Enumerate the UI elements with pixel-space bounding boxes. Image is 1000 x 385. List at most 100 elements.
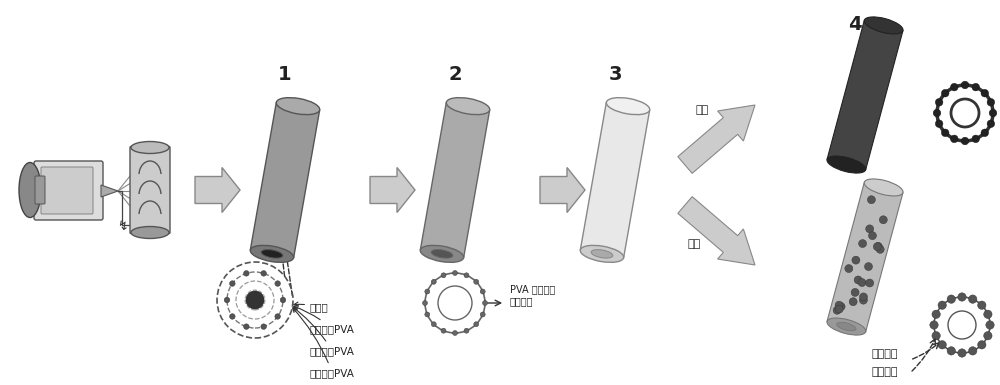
Ellipse shape xyxy=(606,98,650,115)
Circle shape xyxy=(261,271,266,276)
Polygon shape xyxy=(580,102,650,258)
Polygon shape xyxy=(101,185,118,197)
Circle shape xyxy=(852,256,860,264)
Circle shape xyxy=(867,196,875,204)
Polygon shape xyxy=(250,102,320,258)
FancyBboxPatch shape xyxy=(41,167,93,214)
Text: 空气: 空气 xyxy=(695,105,708,115)
Circle shape xyxy=(987,99,995,106)
Circle shape xyxy=(452,330,458,335)
Circle shape xyxy=(961,81,969,89)
Circle shape xyxy=(969,295,977,303)
Circle shape xyxy=(441,328,446,333)
FancyBboxPatch shape xyxy=(130,147,170,233)
Circle shape xyxy=(474,279,479,284)
Circle shape xyxy=(987,120,995,127)
Circle shape xyxy=(932,331,940,340)
Circle shape xyxy=(835,305,843,313)
Circle shape xyxy=(961,137,969,145)
Text: 低分子量PVA: 低分子量PVA xyxy=(294,306,355,334)
Circle shape xyxy=(482,301,487,306)
Circle shape xyxy=(947,346,955,355)
Circle shape xyxy=(244,271,249,276)
Circle shape xyxy=(464,273,469,278)
Ellipse shape xyxy=(276,98,320,115)
Circle shape xyxy=(849,298,857,306)
Circle shape xyxy=(981,129,989,137)
Text: 4: 4 xyxy=(848,15,862,34)
FancyBboxPatch shape xyxy=(34,161,103,220)
Text: 超薄碳管: 超薄碳管 xyxy=(872,367,898,377)
Circle shape xyxy=(441,273,446,278)
Ellipse shape xyxy=(591,249,613,258)
Text: 氢气: 氢气 xyxy=(688,239,701,249)
Circle shape xyxy=(873,243,881,251)
Circle shape xyxy=(938,301,946,310)
Ellipse shape xyxy=(827,156,866,173)
Circle shape xyxy=(246,291,264,309)
Circle shape xyxy=(425,289,430,294)
Circle shape xyxy=(978,341,986,349)
Polygon shape xyxy=(827,20,903,170)
Circle shape xyxy=(864,263,872,271)
Ellipse shape xyxy=(431,249,453,258)
Circle shape xyxy=(984,331,992,340)
Text: PVA 和无机盐
一起迁移: PVA 和无机盐 一起迁移 xyxy=(510,284,555,306)
Circle shape xyxy=(431,322,436,327)
Circle shape xyxy=(480,289,485,294)
Ellipse shape xyxy=(261,249,283,258)
Circle shape xyxy=(244,324,249,330)
Ellipse shape xyxy=(827,318,866,335)
Circle shape xyxy=(932,310,940,318)
Ellipse shape xyxy=(864,17,903,34)
Ellipse shape xyxy=(131,142,169,154)
Polygon shape xyxy=(678,197,755,265)
Ellipse shape xyxy=(131,226,169,238)
Circle shape xyxy=(941,129,949,137)
Circle shape xyxy=(868,232,876,239)
Text: 纳米晶粒: 纳米晶粒 xyxy=(872,349,898,359)
Circle shape xyxy=(845,264,853,273)
Polygon shape xyxy=(678,105,755,173)
Circle shape xyxy=(866,225,874,233)
Circle shape xyxy=(941,89,949,97)
Circle shape xyxy=(859,293,867,301)
Circle shape xyxy=(950,83,958,91)
Circle shape xyxy=(230,281,235,286)
Circle shape xyxy=(480,312,485,317)
Circle shape xyxy=(989,109,997,117)
Ellipse shape xyxy=(837,322,856,331)
Circle shape xyxy=(984,310,992,318)
Ellipse shape xyxy=(420,245,464,262)
Circle shape xyxy=(981,89,989,97)
Circle shape xyxy=(275,281,280,286)
Circle shape xyxy=(261,324,266,330)
Ellipse shape xyxy=(864,179,903,196)
Circle shape xyxy=(224,297,230,303)
Circle shape xyxy=(464,328,469,333)
Circle shape xyxy=(425,312,430,317)
Circle shape xyxy=(835,301,843,309)
Polygon shape xyxy=(420,102,490,258)
Circle shape xyxy=(874,243,882,250)
Circle shape xyxy=(230,314,235,319)
Circle shape xyxy=(837,303,845,311)
Circle shape xyxy=(474,322,479,327)
Circle shape xyxy=(866,279,874,287)
Circle shape xyxy=(879,216,887,224)
Circle shape xyxy=(935,99,943,106)
Text: 无机盐: 无机盐 xyxy=(294,302,329,312)
Circle shape xyxy=(969,346,977,355)
Circle shape xyxy=(950,135,958,143)
Circle shape xyxy=(854,276,862,284)
Circle shape xyxy=(933,109,941,117)
Circle shape xyxy=(972,83,980,91)
Polygon shape xyxy=(370,167,415,213)
Circle shape xyxy=(958,349,966,357)
FancyBboxPatch shape xyxy=(35,176,45,204)
Polygon shape xyxy=(827,182,903,332)
Circle shape xyxy=(431,279,436,284)
Circle shape xyxy=(859,296,867,304)
Polygon shape xyxy=(195,167,240,213)
Circle shape xyxy=(858,278,866,286)
